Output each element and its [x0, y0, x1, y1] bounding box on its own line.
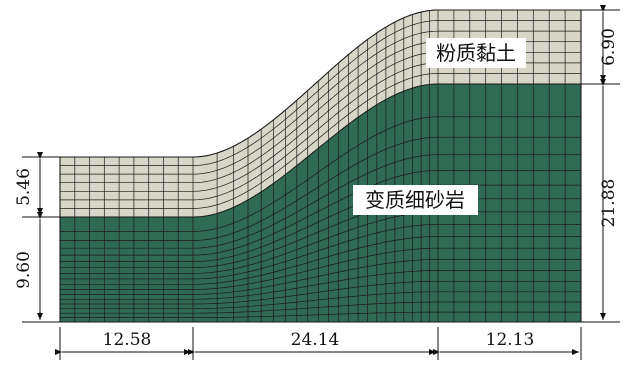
rock-mesh-row [60, 247, 581, 290]
silty-clay-label-bg [426, 38, 526, 68]
silty-clay-label: 粉质黏土 [436, 41, 516, 65]
rock-mesh-row [60, 136, 581, 241]
rock-mesh-row [60, 311, 581, 318]
rock-mesh-row [60, 198, 581, 269]
right-dimensions: 6.90 21.88 [581, 5, 620, 323]
rock-mesh-row [60, 236, 581, 285]
rock-mesh-row [60, 170, 581, 256]
ground-surface-line [60, 9, 581, 158]
left-dimensions: 5.46 9.60 [14, 152, 60, 323]
rock-mesh-row [60, 224, 581, 280]
layer-interface-line [60, 83, 581, 218]
clay-mesh-row [60, 20, 581, 166]
rock-mesh-row [60, 280, 581, 305]
metamorphic-sandstone-layer [60, 84, 581, 322]
bottom-dimensions: 12.58 24.14 12.13 [55, 327, 582, 360]
dim-label-clay-thickness-right: 6.90 [599, 28, 619, 66]
rock-mesh-row [60, 116, 581, 232]
clay-mesh-row [60, 73, 581, 209]
rock-mesh-row [60, 211, 581, 274]
dim-label-rock-thickness-right: 21.88 [599, 179, 619, 228]
dim-label-right-width: 12.13 [486, 330, 535, 350]
rock-mesh-row [60, 259, 581, 295]
rock-mesh-row [60, 184, 581, 262]
dim-label-clay-thickness-left: 5.46 [14, 168, 34, 206]
rock-mesh-row [60, 154, 581, 249]
sandstone-label-bg [353, 185, 478, 215]
dim-label-middle-width: 24.14 [291, 330, 340, 350]
model-boundary-line [59, 10, 582, 323]
dim-label-left-width: 12.58 [103, 330, 152, 350]
clay-mesh-row [60, 30, 581, 175]
dim-label-rock-thickness-left: 9.60 [14, 251, 34, 289]
sandstone-label: 变质细砂岩 [365, 188, 465, 212]
rock-mesh-row [60, 270, 581, 300]
rock-mesh-row [60, 301, 581, 314]
rock-mesh-row [60, 291, 581, 310]
